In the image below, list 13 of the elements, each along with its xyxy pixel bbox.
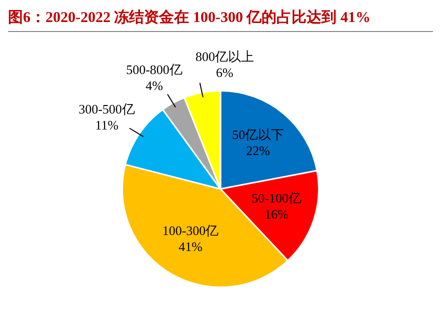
slice-label: 50亿以下 xyxy=(232,127,284,142)
slice-label: 800亿以上 xyxy=(195,48,254,64)
slice-label: 50-100亿 xyxy=(252,190,302,206)
data-label: 16% xyxy=(264,206,289,222)
chart-title: 图6：2020-2022 冻结资金在 100-300 亿的占比达到 41% xyxy=(8,8,433,32)
slice-label: 100-300亿 xyxy=(162,223,219,238)
slice-label: 500-800亿 xyxy=(126,62,182,78)
data-label: 11% xyxy=(95,118,119,133)
slice-label: 300-500亿 xyxy=(78,102,135,117)
data-label: 4% xyxy=(146,78,164,94)
data-label: 6% xyxy=(216,64,234,80)
data-label: 41% xyxy=(178,239,203,254)
data-label: 22% xyxy=(246,143,270,158)
